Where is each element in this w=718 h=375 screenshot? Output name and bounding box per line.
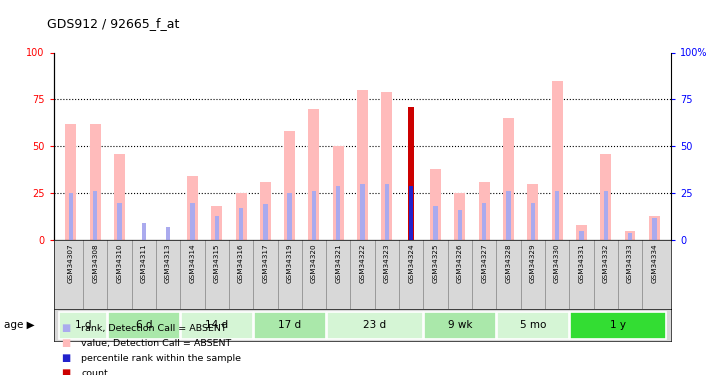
- Bar: [482, 202, 486, 240]
- Bar: [108, 312, 180, 339]
- Text: GSM34322: GSM34322: [360, 243, 365, 283]
- Text: ■: ■: [61, 338, 70, 348]
- Bar: [527, 184, 538, 240]
- Bar: [409, 107, 414, 240]
- Bar: [424, 312, 496, 339]
- Bar: [503, 118, 514, 240]
- Bar: [454, 193, 465, 240]
- Bar: [65, 124, 76, 240]
- Text: GSM34313: GSM34313: [165, 243, 171, 283]
- Bar: [141, 223, 146, 240]
- Text: 6 d: 6 d: [136, 320, 152, 330]
- Text: GSM34325: GSM34325: [432, 243, 439, 283]
- Text: GSM34314: GSM34314: [190, 243, 195, 283]
- Bar: [69, 193, 73, 240]
- Bar: [93, 191, 98, 240]
- Text: GDS912 / 92665_f_at: GDS912 / 92665_f_at: [47, 17, 179, 30]
- Text: GSM34319: GSM34319: [286, 243, 293, 283]
- Bar: [90, 124, 101, 240]
- Text: age ▶: age ▶: [4, 320, 34, 330]
- Text: 17 d: 17 d: [278, 320, 302, 330]
- Bar: [309, 109, 320, 240]
- Text: GSM34326: GSM34326: [457, 243, 463, 283]
- Text: GSM34308: GSM34308: [92, 243, 98, 283]
- Bar: [117, 202, 121, 240]
- Bar: [652, 217, 656, 240]
- Bar: [114, 154, 125, 240]
- Bar: [506, 191, 510, 240]
- Text: GSM34323: GSM34323: [384, 243, 390, 283]
- Text: GSM34315: GSM34315: [214, 243, 220, 283]
- Bar: [579, 231, 584, 240]
- Text: GSM34307: GSM34307: [68, 243, 74, 283]
- Bar: [215, 216, 219, 240]
- Bar: [260, 182, 271, 240]
- Bar: [457, 210, 462, 240]
- Text: GSM34334: GSM34334: [651, 243, 657, 283]
- Text: GSM34320: GSM34320: [311, 243, 317, 283]
- Text: ■: ■: [61, 323, 70, 333]
- Text: 1 y: 1 y: [610, 320, 626, 330]
- Text: GSM34324: GSM34324: [409, 243, 414, 283]
- Bar: [239, 208, 243, 240]
- Text: 9 wk: 9 wk: [447, 320, 472, 330]
- Bar: [312, 191, 316, 240]
- Text: count: count: [81, 369, 108, 375]
- Bar: [625, 231, 635, 240]
- Bar: [236, 193, 246, 240]
- Bar: [190, 202, 195, 240]
- Text: GSM34311: GSM34311: [141, 243, 146, 283]
- Bar: [576, 225, 587, 240]
- Bar: [284, 131, 295, 240]
- Bar: [264, 204, 268, 240]
- Text: GSM34317: GSM34317: [262, 243, 269, 283]
- Bar: [430, 169, 441, 240]
- Bar: [333, 146, 344, 240]
- Text: 23 d: 23 d: [363, 320, 386, 330]
- Bar: [381, 92, 392, 240]
- Bar: [434, 206, 438, 240]
- Bar: [551, 81, 562, 240]
- Bar: [569, 312, 666, 339]
- Text: GSM34332: GSM34332: [602, 243, 609, 283]
- Bar: [187, 176, 198, 240]
- Bar: [385, 184, 389, 240]
- Bar: [287, 193, 292, 240]
- Bar: [211, 206, 222, 240]
- Text: GSM34333: GSM34333: [627, 243, 633, 283]
- Text: 1 d: 1 d: [75, 320, 91, 330]
- Text: GSM34321: GSM34321: [335, 243, 341, 283]
- Bar: [166, 227, 170, 240]
- Text: GSM34327: GSM34327: [481, 243, 487, 283]
- Bar: [600, 154, 611, 240]
- Bar: [628, 232, 632, 240]
- Bar: [649, 216, 660, 240]
- Bar: [604, 191, 608, 240]
- Text: GSM34310: GSM34310: [116, 243, 123, 283]
- Text: ■: ■: [61, 353, 70, 363]
- Text: 14 d: 14 d: [205, 320, 228, 330]
- Text: 5 mo: 5 mo: [520, 320, 546, 330]
- Bar: [59, 312, 107, 339]
- Text: GSM34330: GSM34330: [554, 243, 560, 283]
- Bar: [181, 312, 253, 339]
- Bar: [253, 312, 326, 339]
- Bar: [409, 186, 414, 240]
- Text: GSM34331: GSM34331: [579, 243, 584, 283]
- Text: rank, Detection Call = ABSENT: rank, Detection Call = ABSENT: [81, 324, 227, 333]
- Text: GSM34316: GSM34316: [238, 243, 244, 283]
- Bar: [357, 90, 368, 240]
- Bar: [531, 202, 535, 240]
- Text: GSM34329: GSM34329: [530, 243, 536, 283]
- Bar: [336, 186, 340, 240]
- Bar: [479, 182, 490, 240]
- Text: ■: ■: [61, 368, 70, 375]
- Text: value, Detection Call = ABSENT: value, Detection Call = ABSENT: [81, 339, 231, 348]
- Bar: [555, 191, 559, 240]
- Text: percentile rank within the sample: percentile rank within the sample: [81, 354, 241, 363]
- Bar: [327, 312, 423, 339]
- Bar: [497, 312, 569, 339]
- Bar: [360, 184, 365, 240]
- Text: GSM34328: GSM34328: [505, 243, 511, 283]
